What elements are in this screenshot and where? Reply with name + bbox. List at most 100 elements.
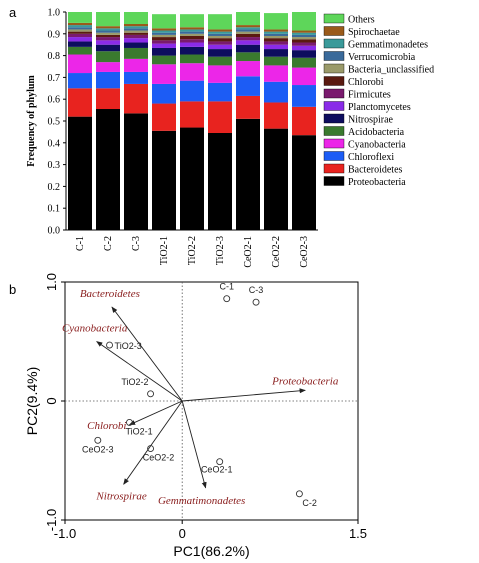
legend-label: Gemmatimonadetes [348,40,428,51]
legend-swatch [323,126,345,136]
bar-segment [68,25,92,28]
bar-segment [292,34,316,38]
legend-swatch [323,51,345,61]
bar-segment [180,14,204,28]
x-tick-label: 0 [179,526,186,541]
vector-label: Gemmatimonadetes [158,495,245,507]
sample-label: TiO2-1 [125,426,152,436]
bar-segment [68,37,92,42]
legend-label: Bacteroidetes [348,165,403,176]
bar-segment [292,45,316,51]
bar-segment [152,83,176,104]
y-tick-label: 0 [44,397,59,404]
bar-segment [208,38,232,42]
sample-label: CeO2-2 [143,453,175,463]
vector-label: Chlorobi [87,420,126,432]
sample-point [147,445,155,453]
legend-label: Proteobacteria [348,177,406,188]
bar-segment [68,54,92,74]
y-tick-label: -1.0 [44,509,59,531]
bar-segment [292,67,316,86]
bar-segment [152,130,176,230]
bar-segment [124,38,148,43]
y-tick-label: 1.0 [44,273,59,291]
legend-label: Bacteria_unclassified [348,65,434,76]
bar-segment [68,12,92,23]
sample-label: C-1 [219,282,234,292]
bar-segment [68,27,92,30]
bar-segment [264,49,288,57]
y-tick-label: 0.3 [48,160,61,171]
bar-segment [124,71,148,84]
bar-segment [96,109,120,230]
legend-swatch [323,151,345,161]
y-tick-label: 1.0 [48,8,61,19]
stacked-bar-chart: 0.0 0.1 0.2 0.3 0.4 0.5 0.6 0.7 0.8 0.9 1.0 Frequen… [26,8,318,268]
bar-segment [152,40,176,44]
bar-segment [96,37,120,41]
bar-segment [124,32,148,35]
bar-segment [180,39,204,43]
sample-label: CeO2-1 [201,465,233,475]
bar-segment [264,35,288,39]
legend-label: Nitrospirae [348,115,394,126]
bar-segment [264,44,288,50]
bar-segment [96,44,120,52]
bar-segment [152,30,176,33]
bar-segment [208,31,232,34]
y-axis-label: PC2(9.4%) [24,367,40,435]
bar-segment [264,33,288,36]
bar-segment [96,34,120,38]
bar-segment [124,26,148,29]
bar-segment [180,31,204,34]
bar-segment [208,132,232,230]
bar-segment [264,13,288,30]
x-tick-label: 1.5 [349,526,367,541]
bar-segment [124,12,148,24]
sample-label: C-2 [302,498,317,508]
x-tick-label: CeO2-3 [299,236,310,268]
bar-segment [180,101,204,128]
bar-segment [152,47,176,56]
bar-segment [208,33,232,36]
vector-label: Nitrospirae [95,490,146,502]
x-tick-label: TiO2-1 [159,236,170,265]
bar-segment [264,38,288,42]
x-axis-label: PC1(86.2%) [173,543,249,559]
legend-swatch [323,101,345,111]
bar-segment [124,58,148,72]
vector-label: Bacteroidetes [80,288,140,300]
bar-segment [180,127,204,230]
bar-segment [96,30,120,33]
bar-segment [96,62,120,72]
bar-segment [264,41,288,45]
bar-segment [96,12,120,27]
legend-label: Others [348,15,375,26]
bar-segment [124,34,148,39]
bar-segment [180,42,204,47]
legend-label: Verrucomicrobia [348,52,416,63]
y-tick-label: 0.5 [48,117,61,128]
bar-segment [96,40,120,45]
bar-segment [236,95,260,119]
bar-segment [236,29,260,32]
bar-segment [292,135,316,230]
bar-segment [264,65,288,82]
sample-point [252,298,260,306]
bar-segment [292,85,316,107]
bar-segment [152,28,176,31]
legend-swatch [323,76,345,86]
bar-segment [236,118,260,230]
legend-label: Planctomycetes [348,102,411,113]
sample-point [106,341,113,349]
x-tick-label: CeO2-1 [243,236,254,268]
bar-segment [68,22,92,26]
bar-segment [236,76,260,96]
bar-segment [152,14,176,29]
legend-swatch [323,13,345,24]
bar-segment [208,65,232,83]
y-tick-label: 0.7 [48,73,61,84]
legend-label: Chlorobi [348,77,384,88]
